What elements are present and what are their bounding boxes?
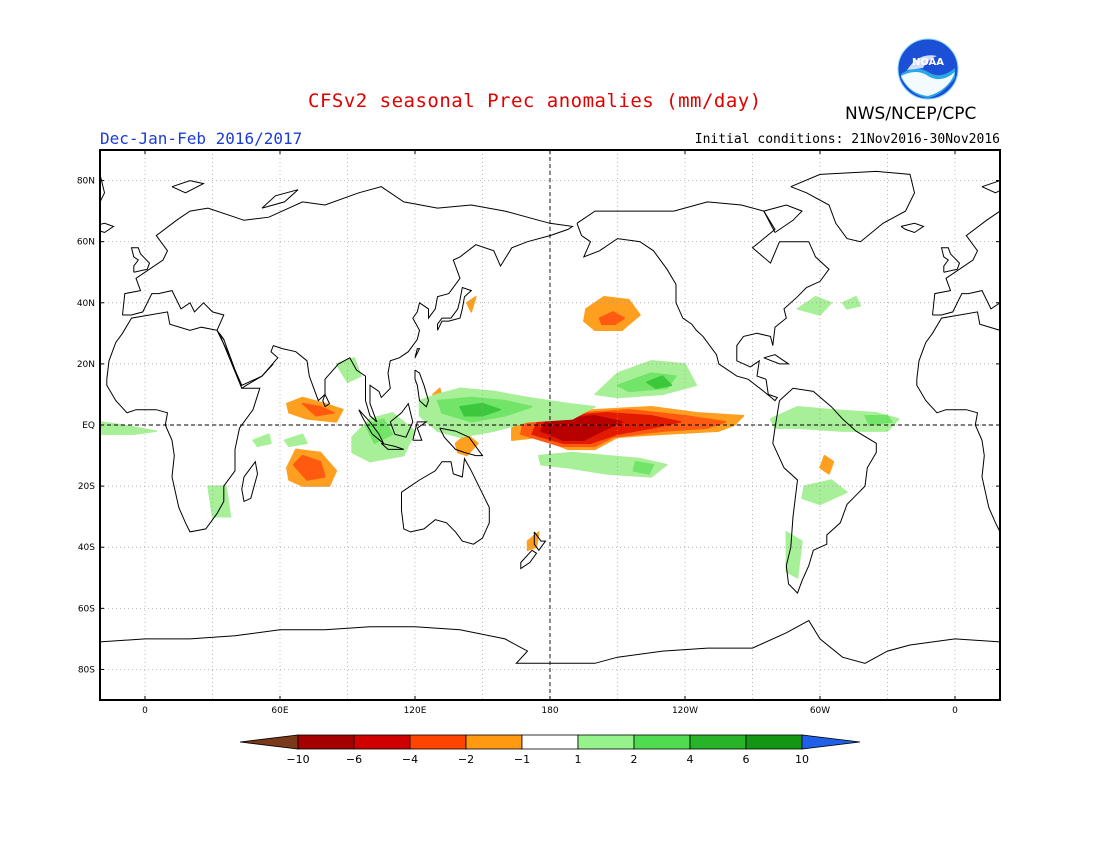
anomaly-region-wet	[207, 485, 232, 518]
lat-label: EQ	[82, 421, 95, 431]
coastline-svalbard	[171, 180, 205, 194]
colorbar-box	[577, 734, 635, 750]
anomaly-region-wet	[841, 295, 862, 310]
coastline-africa	[916, 311, 1000, 533]
noaa-logo: NOAA	[897, 38, 959, 100]
lon-label: 120W	[672, 706, 698, 716]
coastline-new-guinea	[439, 427, 484, 457]
coastline-new-zealand-south	[520, 549, 538, 570]
coastline-madagascar	[241, 460, 259, 503]
anomaly-region-wet	[796, 295, 833, 316]
anomaly-region-wet	[646, 375, 673, 390]
colorbar-box	[465, 734, 523, 750]
colorbar-box	[633, 734, 691, 750]
anomaly-region-dry	[466, 295, 477, 313]
colorbar-label: 10	[795, 753, 809, 766]
colorbar-box	[745, 734, 803, 750]
colorbar-label: 6	[743, 753, 750, 766]
colorbar-label: −4	[402, 753, 418, 766]
lat-label: 80S	[78, 665, 95, 675]
coastline-sri-lanka	[322, 393, 331, 408]
lat-label: 40S	[78, 543, 95, 553]
lat-label: 20S	[78, 482, 95, 492]
lat-label: 20N	[77, 360, 95, 370]
colorbar-box	[297, 734, 355, 750]
lon-label: 180	[541, 706, 558, 716]
coastline-greenland	[790, 170, 916, 243]
colorbar-left-arrow	[239, 734, 299, 750]
longitude-labels: 0 60E 120E 180 120W 60W 0	[142, 150, 958, 716]
season-label: Dec-Jan-Feb 2016/2017	[100, 129, 303, 148]
colorbar-box	[353, 734, 411, 750]
coastline-java	[380, 442, 404, 450]
colorbar-label: −10	[286, 753, 309, 766]
colorbar-box	[409, 734, 467, 750]
chart-title: CFSv2 seasonal Prec anomalies (mm/day)	[308, 90, 762, 112]
colorbar-label: −2	[458, 753, 474, 766]
lon-label: 120E	[404, 706, 427, 716]
coastline-uk	[940, 247, 961, 273]
anomaly-region-wet	[283, 433, 308, 448]
anomaly-region-wet	[801, 479, 848, 506]
colorbar-label: 2	[631, 753, 638, 766]
anomaly-region-dry	[598, 311, 626, 325]
colorbar-box	[521, 734, 579, 750]
coastline-antarctica	[100, 619, 1000, 664]
coastline-africa	[106, 311, 261, 533]
coastline-svalbard	[981, 180, 1000, 194]
anomaly-region-dry	[301, 402, 335, 417]
coastline-japan	[437, 286, 473, 331]
coastline-australia	[401, 457, 490, 545]
agency-label: NWS/NCEP/CPC	[845, 104, 977, 124]
colorbar-right-arrow	[801, 734, 861, 750]
coastline-borneo	[389, 402, 414, 438]
anomaly-region-dry	[292, 454, 326, 481]
lon-label: 0	[952, 706, 958, 716]
coastline-eurasia	[122, 186, 574, 423]
coastline-baffin	[763, 204, 803, 233]
coastline-iceland	[900, 222, 925, 234]
colorbar-label: −6	[346, 753, 362, 766]
coastline-novaya-zemlya	[261, 189, 299, 209]
colorbar-label: 4	[687, 753, 694, 766]
colorbar-label: −1	[514, 753, 530, 766]
coastline-new-zealand-north	[533, 531, 547, 552]
coastline-uk	[130, 247, 151, 273]
coastlines	[100, 170, 1000, 664]
anomaly-region-wet	[864, 415, 893, 426]
reference-lines	[100, 150, 1000, 700]
logo-text: NOAA	[912, 57, 944, 68]
anomaly-region-wet	[632, 460, 655, 475]
colorbar-box	[689, 734, 747, 750]
lon-label: 0	[142, 706, 148, 716]
anomaly-region-wet	[785, 531, 803, 579]
anomaly-region-dry	[819, 454, 835, 475]
coastline-philippines	[414, 369, 430, 408]
anomaly-region-wet	[252, 433, 272, 448]
colorbar-label: 1	[575, 753, 582, 766]
coastline-cuba	[763, 354, 791, 365]
lat-label: 80N	[77, 177, 95, 187]
coastline-north-america	[576, 201, 830, 402]
coastline-arabia-red-sea	[218, 333, 274, 390]
coastline-taiwan	[414, 348, 421, 359]
lon-label: 60E	[271, 706, 288, 716]
anomaly-region-wet	[335, 357, 362, 383]
lat-label: 60S	[78, 604, 95, 614]
initial-conditions-label: Initial conditions: 21Nov2016-30Nov2016	[694, 132, 1000, 147]
coastline-iceland	[100, 222, 115, 234]
anomaly-region-wet	[459, 402, 502, 417]
lat-label: 40N	[77, 299, 95, 309]
lat-label: 60N	[77, 238, 95, 248]
colorbar: −10 −6 −4 −2 −1 1 2 4 6 10	[239, 734, 861, 766]
lon-label: 60W	[810, 706, 830, 716]
latitude-labels: 80N 60N 40N 20N EQ 20S 40S 60S 80S	[77, 177, 1000, 675]
